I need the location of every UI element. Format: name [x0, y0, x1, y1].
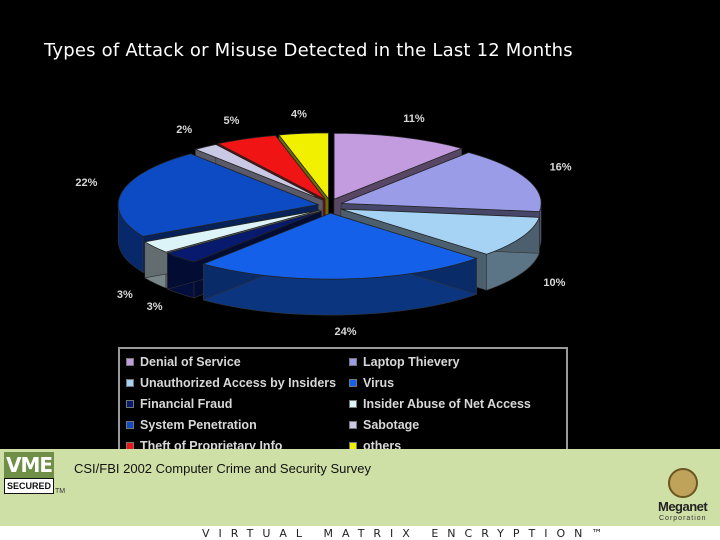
vme-trademark: TM [55, 488, 66, 495]
data-label-denial-of-service: 11% [403, 113, 425, 125]
legend-label: Financial Fraud [140, 396, 233, 411]
legend-label: Laptop Thievery [363, 354, 460, 369]
meganet-emblem-icon [668, 468, 698, 498]
chart-legend: Denial of Service Laptop Thievery Unauthor… [118, 347, 568, 455]
source-note: CSI/FBI 2002 Computer Crime and Security… [74, 461, 371, 476]
legend-item-laptop-thievery: Laptop Thievery [343, 351, 570, 372]
data-label-theft-of-proprietary-info: 5% [224, 115, 240, 127]
pie-slice-insider-abuse-of-net-access [143, 209, 321, 253]
pie-slice-unauthorized-access-by-insiders [340, 208, 540, 255]
data-label-sabotage: 2% [176, 124, 192, 136]
pie-slice-theft-of-proprietary-info [216, 135, 326, 200]
legend-item-financial-fraud: Financial Fraud [120, 393, 343, 414]
vme-logo-text: VME [4, 452, 54, 478]
data-label-financial-fraud: 3% [147, 301, 163, 313]
pie-slice-system-penetration [117, 153, 320, 237]
data-label-system-penetration: 22% [75, 177, 97, 189]
data-label-virus: 24% [335, 326, 357, 338]
legend-swatch [126, 357, 134, 366]
data-label-unauthorized-access-by-insiders: 10% [543, 277, 565, 289]
footer-band [0, 449, 720, 540]
legend-swatch [126, 378, 134, 387]
data-label-insider-abuse-of-net-access: 3% [117, 289, 133, 301]
legend-item-sabotage: Sabotage [343, 414, 570, 435]
vme-secured-logo: VME SECURED [4, 452, 54, 496]
legend-swatch [349, 357, 357, 366]
legend-item-virus: Virus [343, 372, 570, 393]
legend-swatch [349, 378, 357, 387]
pie-slice-others [277, 132, 329, 201]
pie-slice-sabotage [194, 144, 324, 201]
data-label-laptop-thievery: 16% [550, 162, 572, 174]
legend-swatch [349, 420, 357, 429]
pie-slice-laptop-thievery [341, 152, 542, 213]
legend-item-unauthorized-access-by-insiders: Unauthorized Access by Insiders [120, 372, 343, 393]
legend-label: Virus [363, 375, 395, 390]
legend-label: Insider Abuse of Net Access [363, 396, 531, 411]
chart-title: Types of Attack or Misuse Detected in th… [44, 40, 573, 61]
pie-slice-virus [202, 212, 478, 280]
tagline: VIRTUAL MATRIX ENCRYPTION™ [202, 527, 612, 540]
pie-slice-denial-of-service [333, 132, 463, 200]
legend-item-insider-abuse-of-net-access: Insider Abuse of Net Access [343, 393, 570, 414]
legend-label: Denial of Service [140, 354, 241, 369]
company-subtitle: Corporation [659, 515, 707, 522]
pie-slice-financial-fraud [166, 210, 322, 263]
legend-label: Sabotage [363, 417, 420, 432]
company-name: Meganet [658, 499, 708, 514]
pie-chart: 11% 16% 10% 24% 3% 3% 22% 2% 5% 4% [75, 109, 572, 338]
legend-label: Unauthorized Access by Insiders [140, 375, 337, 390]
legend-label: System Penetration [140, 417, 257, 432]
vme-logo-secured: SECURED [4, 478, 54, 494]
legend-item-system-penetration: System Penetration [120, 414, 343, 435]
legend-swatch [126, 399, 134, 408]
bottom-bar [0, 526, 720, 540]
legend-swatch [349, 399, 357, 408]
legend-item-denial-of-service: Denial of Service [120, 351, 343, 372]
data-label-others: 4% [291, 109, 307, 121]
legend-swatch [126, 420, 134, 429]
